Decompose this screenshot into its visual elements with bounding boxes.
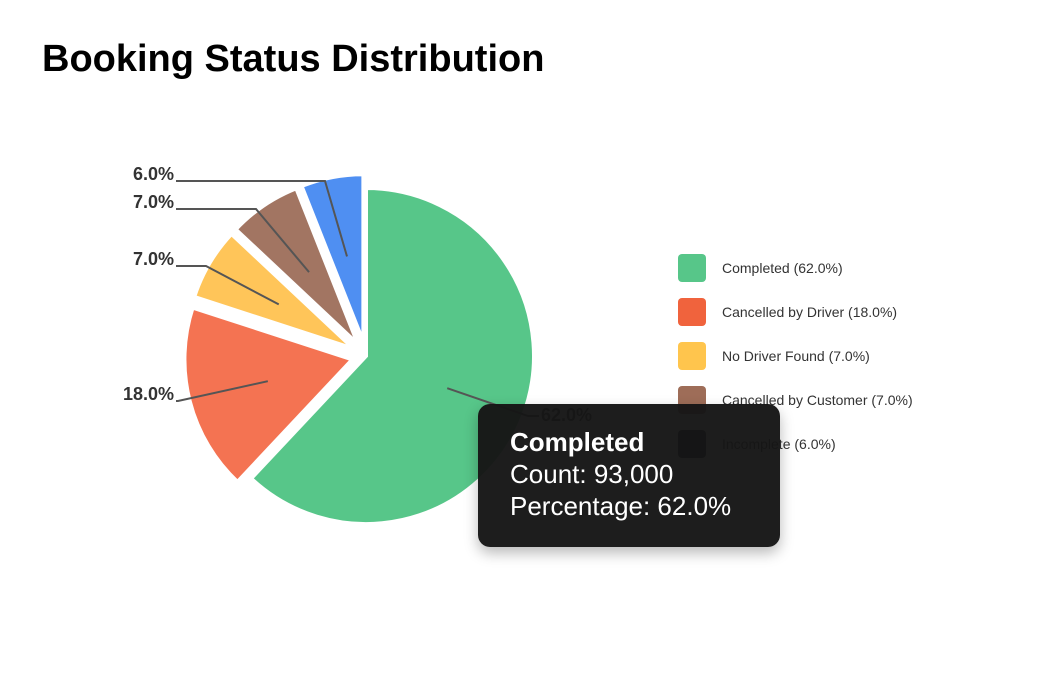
legend-label: No Driver Found (7.0%) xyxy=(722,348,870,364)
legend-item-completed[interactable]: Completed (62.0%) xyxy=(678,254,913,282)
slice-cancelled-by-driver[interactable] xyxy=(182,305,357,485)
legend-item-no-driver-found[interactable]: No Driver Found (7.0%) xyxy=(678,342,913,370)
leader-line xyxy=(176,265,280,306)
slice-tooltip: Completed Count: 93,000 Percentage: 62.0… xyxy=(478,404,780,547)
legend-item-cancelled-by-driver[interactable]: Cancelled by Driver (18.0%) xyxy=(678,298,913,326)
data-label-incomplete: 6.0% xyxy=(133,164,174,184)
legend-label: Cancelled by Driver (18.0%) xyxy=(722,304,898,320)
leader-line xyxy=(176,380,269,402)
data-label-no-driver-found: 7.0% xyxy=(133,249,174,269)
leader-line xyxy=(176,208,310,273)
data-label-cancelled-by-driver: 18.0% xyxy=(123,384,174,404)
legend-swatch xyxy=(678,254,706,282)
tooltip-count: Count: 93,000 xyxy=(510,459,674,489)
tooltip-percentage: Percentage: 62.0% xyxy=(510,491,732,521)
slice-incomplete[interactable] xyxy=(298,172,366,343)
slice-no-driver-found[interactable] xyxy=(191,231,356,351)
legend-swatch xyxy=(678,342,706,370)
leader-line xyxy=(176,180,348,257)
legend-swatch xyxy=(678,298,706,326)
tooltip-title: Completed xyxy=(510,427,645,457)
data-label-cancelled-by-customer: 7.0% xyxy=(133,192,174,212)
chart-title: Booking Status Distribution xyxy=(42,38,545,80)
legend-label: Completed (62.0%) xyxy=(722,260,843,276)
slice-cancelled-by-customer[interactable] xyxy=(232,185,360,346)
